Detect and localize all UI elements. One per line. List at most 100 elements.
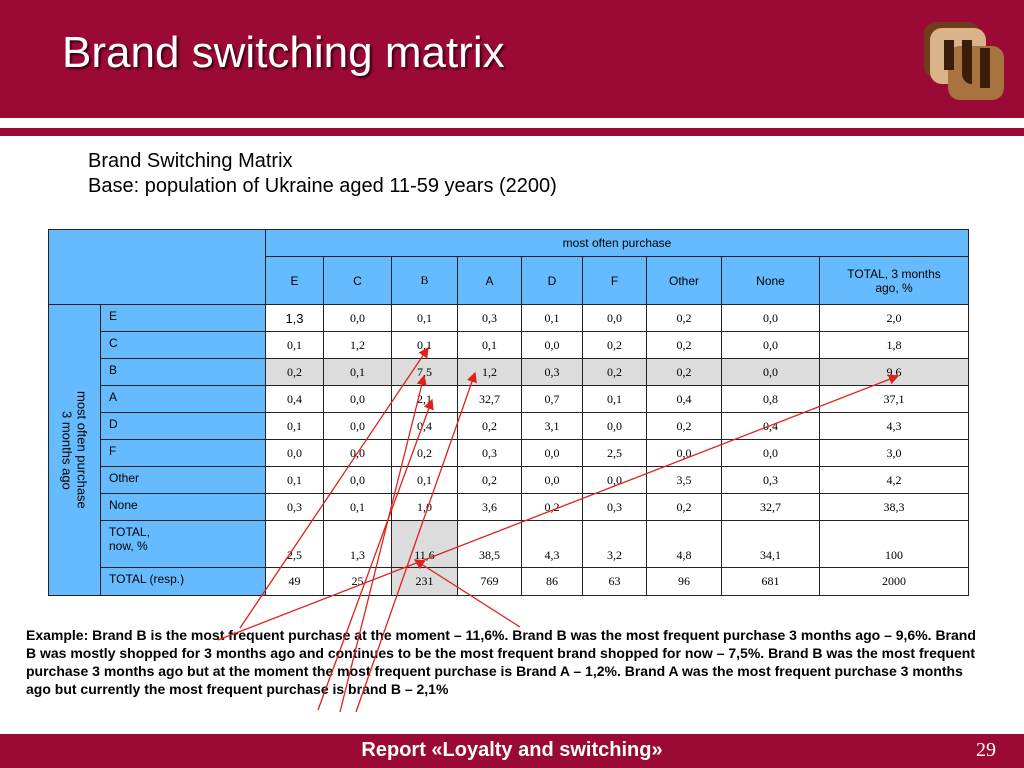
- table-cell: 100: [819, 520, 969, 568]
- table-cell: 0,3: [265, 493, 324, 521]
- table-cell: 769: [457, 567, 522, 596]
- table-cell: 0,0: [323, 304, 392, 332]
- table-cell: 0,2: [646, 358, 722, 386]
- title-stripe: [0, 128, 1024, 136]
- table-cell: 1,0: [391, 493, 458, 521]
- table-cell: 0,2: [391, 439, 458, 467]
- page-number: 29: [976, 739, 996, 761]
- table-cell: 0,0: [323, 466, 392, 494]
- table-cell: 0,2: [646, 331, 722, 359]
- table-cell: 0,1: [265, 412, 324, 440]
- table-cell: 32,7: [457, 385, 522, 413]
- table-cell: 1,3: [323, 520, 392, 568]
- col-header: A: [457, 256, 522, 305]
- table-cell: 0,2: [457, 412, 522, 440]
- table-cell: 3,1: [521, 412, 583, 440]
- table-cell: 7,5: [391, 358, 458, 386]
- corner-cell: [48, 229, 266, 305]
- table-cell: 32,7: [721, 493, 820, 521]
- table-cell: 0,0: [582, 412, 647, 440]
- table-cell: 0,3: [721, 466, 820, 494]
- row-group-header: most often purchase 3 months ago: [48, 304, 101, 596]
- table-cell: 0,0: [646, 439, 722, 467]
- table-cell: 0,2: [457, 466, 522, 494]
- row-label: A: [100, 385, 266, 413]
- row-label: E: [100, 304, 266, 332]
- table-cell: 1,3: [265, 304, 324, 332]
- table-cell: 0,1: [391, 331, 458, 359]
- col-header-total: TOTAL, 3 months ago, %: [819, 256, 969, 305]
- col-header: F: [582, 256, 647, 305]
- table-cell: 86: [521, 567, 583, 596]
- row-label: C: [100, 331, 266, 359]
- table-cell: 0,3: [457, 439, 522, 467]
- row-label: F: [100, 439, 266, 467]
- header-row-group: most often purchase: [48, 229, 969, 305]
- header-row-brands: E C B A D F Other None TOTAL, 3 months a…: [49, 256, 969, 305]
- row-label: D: [100, 412, 266, 440]
- table-row: A 0,4 0,0 2,1 32,7 0,7 0,1 0,4 0,8 37,1: [49, 385, 969, 413]
- table-cell: 0,3: [457, 304, 522, 332]
- table-cell: 3,6: [457, 493, 522, 521]
- table-cell: 63: [582, 567, 647, 596]
- table-cell: 0,4: [265, 385, 324, 413]
- matrix-body: most often purchase 3 months ago E 1,3 0,0 0,…: [48, 304, 969, 596]
- table-cell: 4,2: [819, 466, 969, 494]
- col-header: E: [265, 256, 324, 305]
- table-cell: 0,0: [265, 439, 324, 467]
- table-cell: 0,0: [521, 331, 583, 359]
- table-cell: 681: [721, 567, 820, 596]
- table-cell: 0,1: [521, 304, 583, 332]
- table-cell: 4,3: [521, 520, 583, 568]
- footer-bar: Report «Loyalty and switching» 29: [0, 734, 1024, 768]
- table-cell: 0,2: [521, 493, 583, 521]
- table-cell: 96: [646, 567, 722, 596]
- table-cell: 3,2: [582, 520, 647, 568]
- row-label: None: [100, 493, 266, 521]
- footer-report-title: Report «Loyalty and switching»: [361, 739, 663, 761]
- col-header: None: [721, 256, 820, 305]
- col-header: Other: [646, 256, 722, 305]
- table-row: D 0,1 0,0 0,4 0,2 3,1 0,0 0,2 0,4 4,3: [49, 412, 969, 440]
- table-cell: 2,5: [265, 520, 324, 568]
- table-cell: 0,0: [721, 304, 820, 332]
- row-group-label: most often purchase 3 months ago: [60, 391, 90, 509]
- table-cell: 0,1: [391, 466, 458, 494]
- table-cell: 1,2: [457, 358, 522, 386]
- row-label: Other: [100, 466, 266, 494]
- col-header: C: [323, 256, 392, 305]
- table-cell: 0,1: [265, 466, 324, 494]
- row-group-label-line-1: most often purchase: [74, 391, 90, 509]
- table-cell: 0,3: [582, 493, 647, 521]
- table-cell: 3,5: [646, 466, 722, 494]
- table-row: B 0,2 0,1 7,5 1,2 0,3 0,2 0,2 0,0 9,6: [49, 358, 969, 386]
- table-cell: 0,3: [521, 358, 583, 386]
- table-cell: 1,2: [323, 331, 392, 359]
- total-header-line-2: ago, %: [875, 280, 913, 295]
- table-cell: 25: [323, 567, 392, 596]
- table-cell: 2,0: [819, 304, 969, 332]
- table-cell: 0,1: [265, 331, 324, 359]
- table-cell: 2,1: [391, 385, 458, 413]
- table-cell: 0,1: [457, 331, 522, 359]
- row-label: B: [100, 358, 266, 386]
- total-now-label: TOTAL, now, %: [100, 520, 266, 568]
- total-now-label-line-2: now, %: [109, 539, 148, 553]
- company-logo-icon: [920, 18, 1008, 102]
- total-now-label-line-1: TOTAL,: [109, 525, 150, 539]
- table-cell: 0,1: [323, 493, 392, 521]
- table-cell: 0,0: [323, 385, 392, 413]
- subtitle-line-2: Base: population of Ukraine aged 11-59 y…: [88, 175, 557, 197]
- table-cell: 2000: [819, 567, 969, 596]
- table-cell: 0,1: [582, 385, 647, 413]
- table-cell: 38,3: [819, 493, 969, 521]
- total-now-row: TOTAL, now, % 2,5 1,3 11,6 38,5 4,3 3,2 4,8 34,1 1…: [49, 520, 969, 568]
- table-cell: 11,6: [391, 520, 458, 568]
- table-cell: 9,6: [819, 358, 969, 386]
- table-cell: 0,4: [391, 412, 458, 440]
- total-resp-row: TOTAL (resp.) 49 25 231 769 86 63 96 681 2000: [49, 567, 969, 596]
- table-cell: 0,0: [721, 331, 820, 359]
- table-cell: 0,2: [582, 358, 647, 386]
- table-cell: 4,8: [646, 520, 722, 568]
- table-cell: 3,0: [819, 439, 969, 467]
